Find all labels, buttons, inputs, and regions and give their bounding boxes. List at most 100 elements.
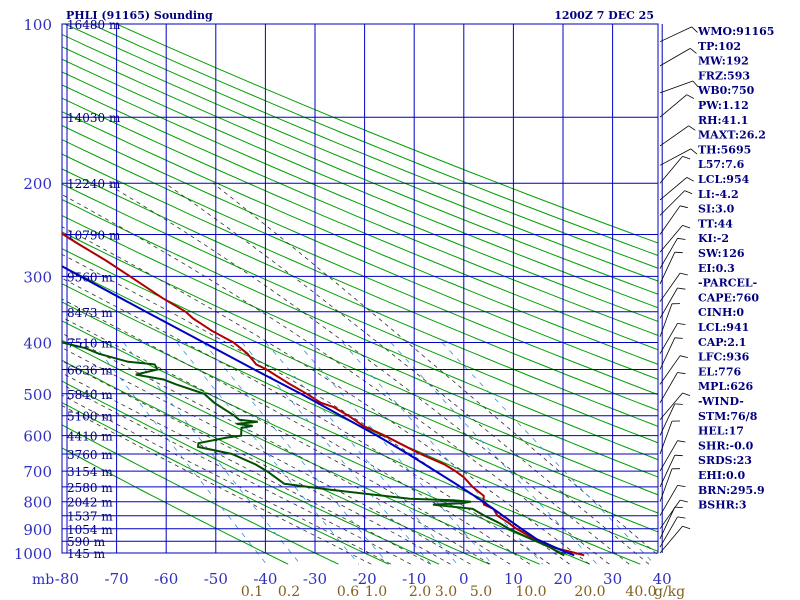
wind-barb-flag (677, 372, 686, 375)
height-label: 3760 m (67, 448, 113, 462)
height-label: 1054 m (67, 523, 113, 537)
wind-barb-flag (677, 287, 686, 290)
moist-adiabat-line (62, 277, 550, 565)
dry-adiabat-line (62, 97, 658, 351)
wind-barb-staff (659, 156, 683, 184)
temperature-tick-label: -60 (154, 570, 178, 588)
pressure-temperature-grid (61, 23, 663, 554)
index-value: CAPE:760 (698, 291, 759, 304)
wind-barb-flag (682, 225, 691, 229)
index-value: SW:126 (698, 247, 745, 260)
height-label: 4410 m (67, 430, 113, 444)
index-value: MPL:626 (698, 380, 754, 393)
height-label: 7510 m (67, 337, 113, 351)
wind-barb-staff (659, 323, 678, 354)
height-label: 10790 m (67, 229, 121, 243)
dry-adiabat-line (62, 183, 658, 444)
index-value: MW:192 (698, 55, 749, 68)
wind-barb-flag (682, 156, 691, 160)
wind-barb-staff (659, 303, 673, 337)
dry-adiabat-line (90, 24, 658, 256)
dry-adiabat-line (62, 124, 658, 380)
wind-barb-flag (674, 337, 683, 339)
wind-barb-staff (659, 125, 689, 147)
wind-barb-flag (682, 525, 691, 530)
index-value: EL:776 (698, 365, 741, 378)
wind-barb-staff (659, 506, 676, 539)
wind-barb-flag (677, 485, 686, 487)
mixing-ratio-line (390, 342, 598, 565)
wind-barb-flag (674, 506, 683, 508)
index-value: WB0:750 (697, 84, 755, 97)
wind-barb-staff (659, 252, 676, 285)
mixing-ratio-tick-label: 10.0 (515, 584, 546, 600)
index-value: SRDS:23 (698, 454, 752, 467)
index-value: -WIND- (698, 395, 744, 408)
moist-adiabat-line (62, 298, 531, 565)
wind-barb-staff (659, 80, 694, 94)
index-value: BSHR:3 (698, 499, 747, 512)
mixing-ratio-tick-label: 3.0 (435, 584, 457, 600)
index-value: TT:44 (698, 217, 733, 230)
wind-barb-staff (659, 205, 681, 235)
index-value: TP:102 (698, 40, 741, 53)
mixing-ratio-line (203, 342, 389, 565)
moist-adiabat-line (212, 182, 658, 556)
moist-adiabat-line (62, 394, 392, 565)
dry-adiabat-line (62, 231, 658, 496)
wind-barbs (659, 26, 699, 554)
dry-adiabat-line (62, 71, 658, 322)
temperature-tick-label: -40 (253, 570, 277, 588)
height-label: 9560 m (67, 270, 113, 284)
pressure-tick-label: 300 (23, 268, 52, 286)
index-value: WMO:91165 (697, 25, 774, 38)
wind-barb-staff (659, 372, 678, 404)
wind-barb-flag (677, 440, 686, 443)
mixing-ratio-tick-label: 2.0 (409, 584, 431, 600)
wind-barb-staff (659, 392, 683, 421)
index-value: PW:1.12 (698, 99, 749, 112)
wind-barb-flag (680, 355, 688, 358)
index-value: STM:76/8 (698, 410, 758, 423)
pressure-tick-label: 900 (23, 521, 52, 539)
index-value: HEL:17 (698, 425, 744, 438)
wind-barb-flag (680, 499, 688, 503)
height-label: 16480 m (67, 18, 121, 32)
dry-adiabat-line (62, 153, 658, 411)
pressure-tick-label: 200 (23, 175, 52, 193)
mixing-ratio-unit-label: g/kg (654, 584, 685, 600)
mixing-ratio-tick-label: 1.0 (365, 584, 387, 600)
wind-barb-staff (659, 26, 692, 43)
index-value: RH:41.1 (698, 114, 748, 127)
wind-barb-staff (659, 225, 683, 253)
moist-adiabat-line (62, 332, 491, 565)
wind-barb-flag (688, 125, 696, 131)
mixing-ratio-tick-label: 40.0 (625, 584, 656, 600)
dry-adiabat-line (62, 339, 540, 565)
mixing-ratio-line (123, 342, 301, 565)
temperature-tick-label: -80 (55, 570, 79, 588)
moist-adiabat-line (62, 347, 471, 565)
dry-adiabat-line (62, 424, 339, 565)
wind-barb-staff (659, 148, 692, 166)
index-value: TH:5695 (698, 143, 751, 156)
dry-adiabat-line (62, 248, 658, 514)
mixing-ratio-tick-label: 0.2 (278, 584, 300, 600)
height-label: 12240 m (67, 177, 121, 191)
dry-adiabat-line (62, 380, 440, 565)
temperature-tick-label: -50 (204, 570, 228, 588)
mixing-ratio-tick-label: 0.1 (241, 584, 263, 600)
height-label: 5840 m (67, 388, 113, 402)
temperature-tick-label: -70 (105, 570, 129, 588)
wind-barb-flag (690, 148, 698, 155)
wind-barb-flag (674, 403, 683, 405)
moist-adiabat-line (62, 372, 431, 565)
moist-adiabat-line (62, 405, 372, 565)
moist-adiabat-line (62, 226, 590, 565)
mixing-ratio-line (92, 342, 267, 565)
height-label: 2042 m (67, 496, 113, 510)
pressure-tick-label: 400 (23, 335, 52, 353)
temperature-tick-label: 0 (459, 570, 469, 588)
wind-barb-flag (680, 205, 688, 209)
